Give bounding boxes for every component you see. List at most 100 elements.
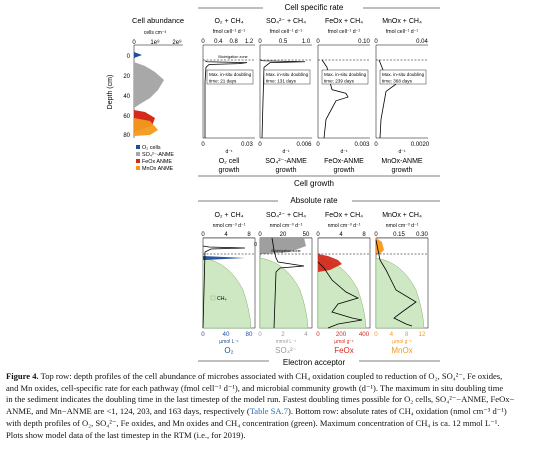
top-tick: 1.0 bbox=[302, 39, 311, 45]
top-tick: 20 bbox=[280, 232, 287, 238]
top-tick: 8 bbox=[362, 232, 366, 238]
top-tick: 0.8 bbox=[229, 39, 238, 45]
caption-line-4b: ). Bottom row: absolute rates of CH₄ oxi… bbox=[288, 406, 507, 417]
bottom-tick: 0.03 bbox=[241, 142, 253, 148]
acceptor-label: FeOx bbox=[334, 346, 354, 355]
top-panel-unit: fmol cell⁻¹ d⁻¹ bbox=[213, 29, 246, 35]
panel-xlabel-1: SO₄²⁻-ANME bbox=[265, 158, 307, 165]
top-tick: 0.04 bbox=[416, 39, 428, 45]
bottom-panel-title: O₂ + CH₄ bbox=[214, 212, 243, 219]
legend-so4-anme: SO₄²⁻-ANME bbox=[142, 152, 174, 158]
ch4-legend-label: CH₄ bbox=[217, 296, 227, 302]
bottom-unit: d⁻¹ bbox=[398, 149, 405, 155]
bottom-tick: 4 bbox=[390, 331, 394, 338]
top-tick: 50 bbox=[303, 232, 310, 238]
top-tick: 0 bbox=[258, 39, 262, 45]
top-panel-2: SO₄²⁻ + CH₄ fmol cell⁻¹ d⁻¹ 0 0.5 1.0 0 0.006 d… bbox=[258, 18, 312, 174]
top-tick: 0.15 bbox=[393, 232, 405, 238]
legend-feox-anme: FeOx ANME bbox=[142, 159, 172, 165]
ytick-20: 20 bbox=[123, 74, 130, 80]
panel-xlabel-2: growth bbox=[275, 167, 296, 174]
bottom-unit: d⁻¹ bbox=[225, 149, 232, 155]
bottom-tick: 0.0020 bbox=[411, 142, 430, 148]
section-footer-top: Cell growth bbox=[294, 179, 334, 188]
bottom-panel-title: SO₄²⁻ + CH₄ bbox=[266, 212, 306, 219]
bottom-panel-2: SO₄²⁻ + CH₄ nmol cm⁻³ d⁻¹ 0 20 50 0 2 4 mmol L⁻¹… bbox=[254, 212, 313, 355]
bottom-panel-unit: nmol cm⁻³ d⁻¹ bbox=[213, 223, 246, 229]
legend-o2-cells: O₂ cells bbox=[142, 145, 161, 151]
bottom-tick: 0 bbox=[316, 331, 320, 338]
top-tick: 0 bbox=[374, 39, 378, 45]
bottom-tick: 0 bbox=[258, 331, 262, 338]
section-title-top: Cell specific rate bbox=[285, 3, 344, 12]
ytick-40: 40 bbox=[123, 94, 130, 100]
top-tick: 0 bbox=[316, 39, 320, 45]
top-tick: 1.2 bbox=[245, 39, 254, 45]
bottom-tick: 0 bbox=[374, 331, 378, 338]
bottom-row: Absolute rate Electron acceptor O₂ + CH₄… bbox=[198, 195, 440, 367]
doubling-time-box bbox=[263, 69, 311, 85]
bottom-unit: d⁻¹ bbox=[340, 149, 347, 155]
legend-mnox-anme: MnOx ANME bbox=[142, 166, 174, 172]
panel-xlabel-1: O₂ cell bbox=[219, 158, 240, 165]
top-panel-4: MnOx + CH₄ fmol cell⁻¹ d⁻¹ 0 0.04 0 0.0020 d⁻¹… bbox=[374, 18, 430, 174]
growth-profile-line bbox=[259, 59, 306, 139]
top-panel-unit: fmol cell⁻¹ d⁻¹ bbox=[328, 29, 361, 35]
caption-line-2: and Mn oxides, cell-specific rate for ea… bbox=[6, 382, 504, 393]
abundance-so4-anme bbox=[134, 62, 164, 108]
caption-line-3: in the sediment indicates the doubling t… bbox=[6, 394, 515, 405]
bottom-tick: 200 bbox=[336, 331, 347, 338]
abundance-unit: cells cm⁻³ bbox=[144, 30, 167, 36]
bottom-tick: 0 bbox=[201, 331, 205, 338]
bottom-panel-4: MnOx + CH₄ nmol cm⁻³ d⁻¹ 0 0.15 0.30 0 4 8 12 µmo… bbox=[374, 212, 428, 355]
bottom-tick: 0 bbox=[201, 142, 205, 148]
bottom-unit: µmol L⁻¹ bbox=[219, 339, 239, 345]
panel-xlabel-2: growth bbox=[391, 167, 412, 174]
ch4-concentration-area bbox=[202, 257, 252, 329]
doubling-value: time: 131 days bbox=[266, 79, 297, 84]
top-panel-1: O₂ + CH₄ fmol cell⁻¹ d⁻¹ 0 0.4 0.8 1.2 0 0.03 d⁻… bbox=[201, 18, 255, 174]
top-tick: 0 bbox=[201, 232, 205, 238]
top-panel-unit: fmol cell⁻¹ d⁻¹ bbox=[270, 29, 303, 35]
top-panel-3: FeOx + CH₄ fmol cell⁻¹ d⁻¹ 0 0.10 0 0.003 d⁻¹ F… bbox=[316, 18, 370, 174]
bottom-unit: mmol L⁻¹ bbox=[276, 339, 297, 345]
bottom-panel-3: FeOx + CH₄ nmol cm⁻³ d⁻¹ 0 4 8 0 200 400 µmol g⁻… bbox=[316, 212, 371, 355]
top-panel-title: SO₄²⁻ + CH₄ bbox=[266, 18, 306, 25]
caption-label: Figure 4. bbox=[6, 371, 39, 381]
top-tick: 4 bbox=[339, 232, 343, 238]
bottom-tick: 8 bbox=[405, 331, 409, 338]
caption-line-6: Plots show model data of the last timest… bbox=[6, 429, 246, 440]
bottom-unit: d⁻¹ bbox=[282, 149, 289, 155]
table-sa7-link[interactable]: Table SA.7 bbox=[249, 406, 289, 417]
abundance-tick-2: 2e⁸ bbox=[172, 39, 182, 46]
bottom-unit: µmol g⁻¹ bbox=[334, 339, 354, 345]
abundance-ylabel: Depth (cm) bbox=[107, 75, 114, 110]
rate-area bbox=[260, 238, 306, 254]
acceptor-profile-line bbox=[375, 239, 417, 327]
acceptor-label: SO₄²⁻ bbox=[275, 346, 297, 355]
doubling-value: time: 239 days bbox=[324, 79, 355, 84]
doubling-label: Max. in-situ doubling bbox=[324, 72, 367, 77]
panel-xlabel-1: MnOx-ANME bbox=[381, 158, 423, 165]
top-panel-unit: fmol cell⁻¹ d⁻¹ bbox=[386, 29, 419, 35]
bottom-tick: 4 bbox=[304, 331, 308, 338]
panel-xlabel-1: FeOx-ANME bbox=[324, 158, 364, 165]
doubling-label: Max. in-situ doubling bbox=[266, 72, 309, 77]
top-tick: 0 bbox=[258, 232, 262, 238]
caption-line-5: with depth profiles of O₂, SO₄²⁻, Fe oxi… bbox=[6, 417, 500, 428]
top-tick: 8 bbox=[247, 232, 251, 238]
bottom-tick: 2 bbox=[281, 331, 285, 338]
abundance-title: Cell abundance bbox=[132, 16, 184, 25]
bottom-tick: 80 bbox=[246, 331, 253, 338]
bottom-panel-unit: nmol cm⁻³ d⁻¹ bbox=[270, 223, 303, 229]
top-tick: 0 bbox=[316, 232, 320, 238]
depth-zero-label: 0 bbox=[254, 242, 257, 248]
top-tick: 0 bbox=[201, 39, 205, 45]
acceptor-profile-line bbox=[271, 237, 305, 329]
ch4-concentration-area bbox=[375, 257, 425, 329]
panel-xlabel-2: growth bbox=[218, 167, 239, 174]
top-tick: 0.4 bbox=[214, 39, 223, 45]
top-row: Cell specific rate Cell growth Cell abun… bbox=[107, 2, 440, 188]
